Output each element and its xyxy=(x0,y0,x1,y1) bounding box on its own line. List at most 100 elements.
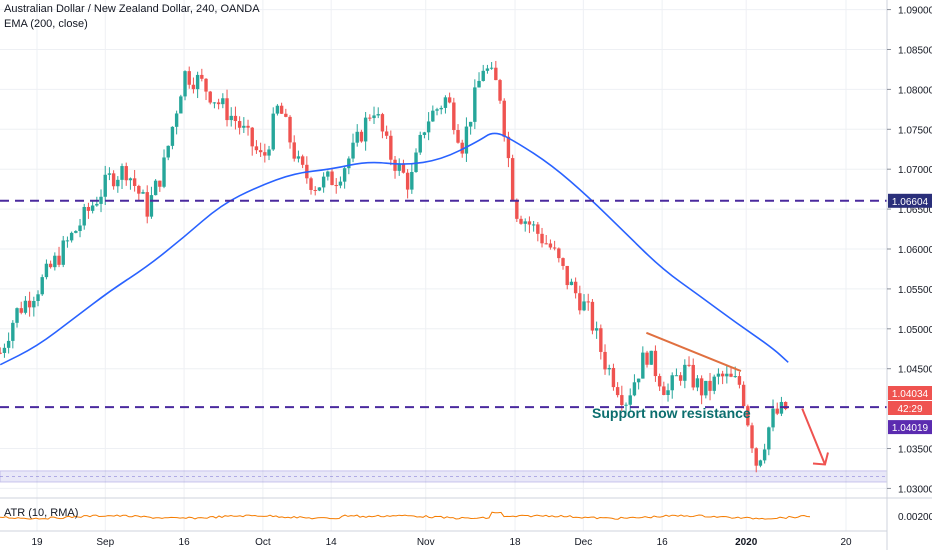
candle-body xyxy=(456,130,460,143)
candle-body xyxy=(414,152,418,172)
candle-body xyxy=(691,364,695,388)
candle-body xyxy=(422,132,427,135)
candle-body xyxy=(641,352,645,379)
candle-body xyxy=(99,196,103,204)
y-tick-label: 1.09000 xyxy=(898,6,932,17)
candle-body xyxy=(191,84,196,90)
candle-body xyxy=(783,401,788,409)
candle-body xyxy=(342,168,347,182)
candle-body xyxy=(15,308,19,323)
candle-body xyxy=(242,125,246,128)
candle-body xyxy=(153,180,158,196)
candle-body xyxy=(510,158,515,200)
price-label-bg xyxy=(888,193,932,208)
candle-body xyxy=(195,74,200,90)
candle-body xyxy=(284,113,288,117)
x-tick-label: 14 xyxy=(326,537,338,548)
candle-body xyxy=(645,352,649,365)
candle-body xyxy=(229,115,233,121)
candle-body xyxy=(376,114,380,116)
candle-body xyxy=(435,109,439,111)
candle-body xyxy=(57,255,61,265)
candle-body xyxy=(569,281,574,286)
candle-body xyxy=(233,115,238,122)
candle-body xyxy=(624,404,628,406)
candle-body xyxy=(27,300,32,308)
candle-body xyxy=(762,449,767,461)
y-axis[interactable]: 1.09000 1.08500 1.08000 1.07500 1.07000 1.065… xyxy=(887,6,932,496)
candle-body xyxy=(32,300,36,308)
candle-body xyxy=(746,406,750,426)
candle-body xyxy=(170,126,175,146)
candle-body xyxy=(481,70,485,81)
x-tick-label: 16 xyxy=(179,537,191,548)
candle-body xyxy=(389,135,393,160)
candle-body xyxy=(561,258,565,266)
candle-body xyxy=(531,224,536,226)
candle-body xyxy=(132,178,137,186)
price-label: 1.04034 xyxy=(888,386,932,400)
candle-body xyxy=(418,134,422,153)
candle-body xyxy=(246,125,250,128)
candle-body xyxy=(405,172,410,190)
x-axis[interactable]: 19 Sep 16 Oct 14 Nov 18 Dec 16 2020 20 xyxy=(31,537,852,548)
descending-trendline xyxy=(646,331,742,373)
x-tick-label: Sep xyxy=(96,537,114,548)
x-tick-label: Dec xyxy=(574,537,592,548)
candle-body xyxy=(527,221,532,225)
candle-body xyxy=(103,174,107,197)
candle-body xyxy=(204,78,208,92)
candle-body xyxy=(53,255,57,268)
candle-body xyxy=(477,80,481,88)
candle-body xyxy=(725,373,729,377)
x-tick-label: Oct xyxy=(255,537,271,548)
x-tick-label: 19 xyxy=(31,537,43,548)
atr-label[interactable]: ATR (10, RMA) xyxy=(4,507,78,519)
candle-body xyxy=(590,301,595,331)
price-label-text: 1.04019 xyxy=(892,423,929,434)
candle-body xyxy=(426,121,431,133)
candle-body xyxy=(502,100,506,137)
indicator-label[interactable]: EMA (200, close) xyxy=(4,18,88,30)
candle-body xyxy=(636,378,641,383)
candle-body xyxy=(19,308,23,313)
candle-body xyxy=(468,121,473,127)
candle-body xyxy=(292,142,296,159)
candle-body xyxy=(464,126,469,154)
candle-body xyxy=(69,232,74,241)
candle-body xyxy=(498,80,502,101)
candle-body xyxy=(565,265,569,286)
candle-body xyxy=(548,243,553,248)
candle-body xyxy=(552,247,557,249)
candle-body xyxy=(111,173,116,187)
candle-body xyxy=(351,142,355,159)
candle-body xyxy=(447,97,452,103)
annotation-text: Support now resistance xyxy=(592,405,751,421)
y-tick-label: 1.03500 xyxy=(898,445,932,456)
chart-header: Australian Dollar / New Zealand Dollar, … xyxy=(4,2,260,32)
candle-body xyxy=(347,158,351,169)
candle-body xyxy=(128,178,133,181)
candle-body xyxy=(750,425,754,449)
candle-body xyxy=(767,427,771,450)
candle-body xyxy=(137,185,141,194)
candle-body xyxy=(317,187,322,191)
candle-body xyxy=(678,375,683,381)
candle-body xyxy=(6,340,11,348)
candle-body xyxy=(216,102,221,105)
candle-body xyxy=(380,114,385,132)
candle-body xyxy=(695,378,700,388)
candle-body xyxy=(250,127,254,147)
candle-body xyxy=(275,105,280,114)
candle-body xyxy=(300,156,305,165)
y-tick-label: 1.08000 xyxy=(898,85,932,96)
candle-body xyxy=(267,149,271,156)
candle-body xyxy=(699,378,704,396)
candle-body xyxy=(775,408,779,414)
candle-body xyxy=(615,387,620,396)
candle-body xyxy=(288,116,292,143)
candle-body xyxy=(754,448,758,466)
candle-body xyxy=(670,375,674,391)
